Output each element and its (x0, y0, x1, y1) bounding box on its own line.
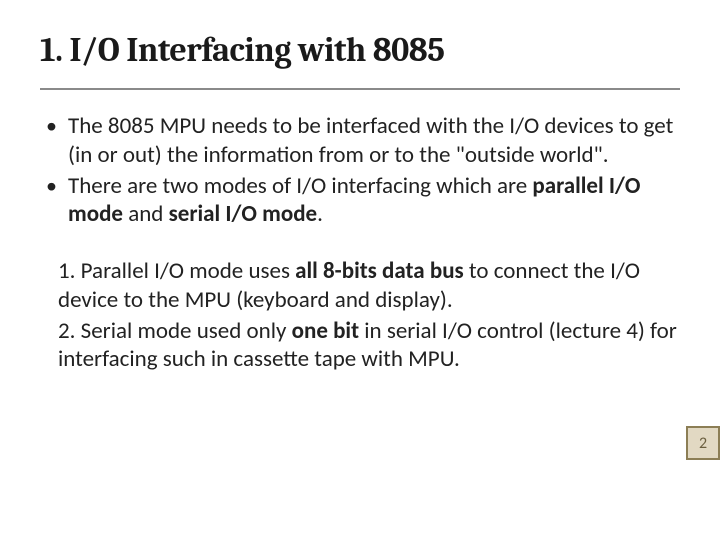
text-bold: serial I/O mode (169, 200, 318, 228)
page-number-badge: 2 (686, 426, 720, 460)
text-run: and (123, 200, 169, 228)
text-run: . (317, 200, 323, 228)
text-run: The 8085 MPU needs to be interfaced with… (68, 112, 673, 169)
text-bold: all 8-bits data bus (295, 257, 464, 285)
list-item: There are two modes of I/O interfacing w… (40, 172, 680, 230)
list-item: The 8085 MPU needs to be interfaced with… (40, 112, 680, 170)
slide: 1. I/O Interfacing with 8085 The 8085 MP… (0, 0, 720, 540)
title-wrap: 1. I/O Interfacing with 8085 (0, 0, 720, 80)
slide-content: The 8085 MPU needs to be interfaced with… (0, 90, 720, 374)
page-number: 2 (699, 434, 707, 453)
numbered-item: 1. Parallel I/O mode uses all 8-bits dat… (58, 257, 680, 315)
text-run: 1. Parallel I/O mode uses (58, 257, 295, 285)
numbered-item: 2. Serial mode used only one bit in seri… (58, 317, 680, 375)
numbered-list: 1. Parallel I/O mode uses all 8-bits dat… (40, 257, 680, 374)
bullet-list: The 8085 MPU needs to be interfaced with… (40, 112, 680, 229)
text-run: 2. Serial mode used only (58, 317, 292, 345)
text-run: There are two modes of I/O interfacing w… (68, 172, 532, 200)
slide-title: 1. I/O Interfacing with 8085 (40, 30, 680, 70)
text-bold: one bit (292, 317, 359, 345)
